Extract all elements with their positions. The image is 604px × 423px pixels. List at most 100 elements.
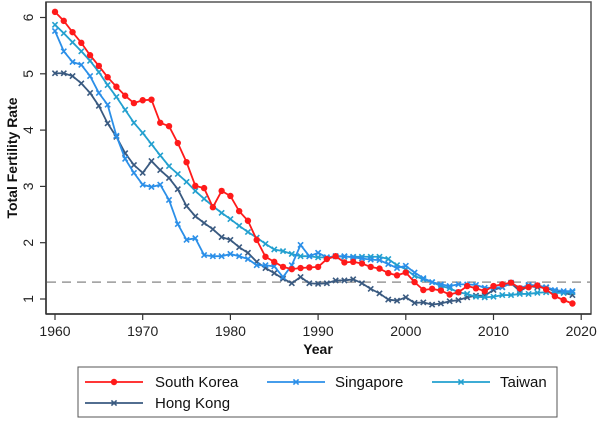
data-point-singapore xyxy=(560,287,567,295)
x-tick-label: 1980 xyxy=(215,323,246,339)
data-point-hong-kong xyxy=(139,169,146,177)
data-point-taiwan xyxy=(60,30,67,37)
legend-item-south-korea: South Korea xyxy=(85,374,239,391)
x-axis-title: Year xyxy=(303,341,333,357)
data-point-taiwan xyxy=(279,247,287,255)
data-point-south-korea xyxy=(95,62,103,70)
data-point-taiwan xyxy=(227,215,234,223)
data-point-taiwan xyxy=(525,290,532,298)
data-point-taiwan xyxy=(139,129,146,137)
data-point-taiwan xyxy=(271,246,278,253)
data-point-singapore xyxy=(227,250,234,258)
data-point-south-korea xyxy=(455,289,462,296)
data-point-hong-kong xyxy=(411,299,418,307)
data-point-hong-kong xyxy=(314,280,322,287)
data-point-south-korea xyxy=(332,253,339,260)
data-point-hong-kong xyxy=(157,166,164,174)
data-point-hong-kong xyxy=(350,276,357,283)
data-point-singapore xyxy=(236,253,243,260)
data-point-taiwan xyxy=(244,228,252,236)
y-tick-label: 2 xyxy=(20,239,36,247)
data-point-hong-kong xyxy=(209,226,217,233)
data-point-taiwan xyxy=(490,293,497,300)
data-point-taiwan xyxy=(507,291,515,299)
data-point-hong-kong xyxy=(271,269,278,277)
data-point-south-korea xyxy=(253,236,260,244)
data-point-taiwan xyxy=(499,291,506,299)
data-point-south-korea xyxy=(551,292,559,300)
data-point-taiwan xyxy=(481,294,488,301)
data-point-south-korea xyxy=(516,285,524,292)
data-point-taiwan xyxy=(86,57,94,65)
data-point-south-korea xyxy=(209,204,217,211)
data-point-south-korea xyxy=(104,73,111,81)
data-point-south-korea xyxy=(499,281,506,288)
data-point-singapore xyxy=(121,155,129,162)
data-point-south-korea xyxy=(227,192,234,200)
data-point-hong-kong xyxy=(323,280,331,287)
data-point-singapore xyxy=(350,254,357,261)
data-point-singapore xyxy=(341,253,348,260)
x-tick-label: 2000 xyxy=(390,323,421,339)
data-point-south-korea xyxy=(507,279,515,286)
data-point-south-korea xyxy=(165,122,173,130)
data-point-hong-kong xyxy=(367,285,374,293)
data-point-singapore xyxy=(148,183,155,191)
data-point-hong-kong xyxy=(95,102,103,110)
data-point-taiwan xyxy=(297,253,304,260)
data-point-south-korea xyxy=(376,265,383,272)
data-point-south-korea xyxy=(323,255,331,263)
data-point-singapore xyxy=(551,286,559,294)
data-point-south-korea xyxy=(121,92,129,99)
x-tick-label: 2010 xyxy=(478,323,509,339)
data-point-taiwan xyxy=(165,162,173,170)
data-point-singapore xyxy=(104,101,111,108)
data-point-singapore xyxy=(297,241,304,249)
x-tick-label: 1960 xyxy=(39,323,70,339)
data-point-hong-kong xyxy=(393,297,401,304)
data-point-singapore xyxy=(376,256,383,264)
data-point-singapore xyxy=(367,256,374,263)
data-point-taiwan xyxy=(121,106,129,113)
data-point-hong-kong xyxy=(227,236,234,244)
data-point-south-korea xyxy=(358,260,366,267)
data-point-south-korea xyxy=(139,97,146,104)
data-point-taiwan xyxy=(69,39,76,46)
data-point-singapore xyxy=(51,27,59,35)
data-point-south-korea xyxy=(288,265,295,273)
data-point-hong-kong xyxy=(341,277,348,284)
legend-label: Hong Kong xyxy=(155,395,230,412)
data-point-singapore xyxy=(411,269,418,276)
data-point-hong-kong xyxy=(428,301,436,308)
y-axis: 1 2 3 4 5 6 xyxy=(20,2,47,314)
data-point-south-korea xyxy=(569,300,576,307)
data-point-hong-kong xyxy=(385,296,392,303)
data-point-south-korea xyxy=(60,17,67,25)
x-tick-label: 1970 xyxy=(127,323,158,339)
legend-item-hong-kong: Hong Kong xyxy=(85,395,230,412)
data-point-south-korea xyxy=(437,287,445,294)
data-point-singapore xyxy=(244,255,252,263)
data-point-singapore xyxy=(130,169,138,177)
data-point-hong-kong xyxy=(130,161,138,169)
data-point-hong-kong xyxy=(86,89,94,97)
data-point-south-korea xyxy=(244,217,252,224)
data-point-south-korea xyxy=(51,8,59,16)
data-point-south-korea xyxy=(271,258,278,266)
data-point-south-korea xyxy=(69,28,76,36)
plot-frame xyxy=(45,1,592,315)
data-point-hong-kong xyxy=(288,280,295,287)
data-point-south-korea xyxy=(481,287,488,295)
data-point-south-korea xyxy=(148,96,155,103)
legend: South Korea Singapore Taiwan Hong Kong xyxy=(85,374,547,412)
data-point-hong-kong xyxy=(200,219,208,227)
y-tick-label: 3 xyxy=(20,182,36,190)
data-point-hong-kong xyxy=(297,273,304,281)
data-point-singapore xyxy=(218,253,225,260)
data-point-south-korea xyxy=(262,253,269,260)
data-point-taiwan xyxy=(113,93,120,101)
x-tick-label: 1990 xyxy=(303,323,334,339)
data-point-taiwan xyxy=(183,178,190,186)
data-point-singapore xyxy=(569,287,576,295)
data-point-singapore xyxy=(437,281,445,288)
